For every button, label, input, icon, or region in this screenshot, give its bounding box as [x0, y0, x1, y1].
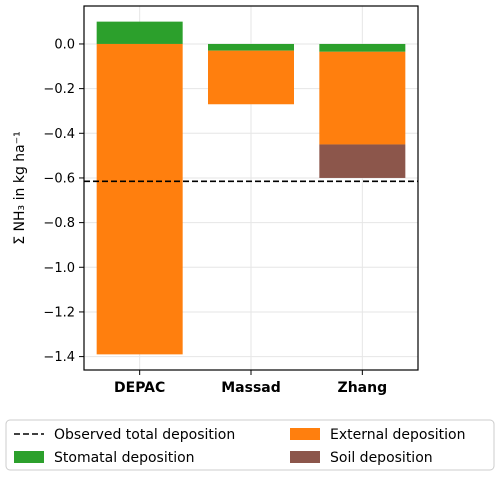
- y-tick-label: −1.2: [43, 305, 75, 320]
- legend-label: Stomatal deposition: [54, 450, 195, 466]
- bar-external-deposition-massad: [208, 50, 294, 105]
- legend: Observed total deposition External deposi…: [5, 419, 495, 471]
- legend-swatch: [14, 451, 44, 463]
- legend-label: Observed total deposition: [54, 427, 235, 443]
- x-tick-label-zhang: Zhang: [338, 380, 388, 396]
- bar-external-deposition-zhang: [319, 51, 406, 145]
- y-tick-label: −1.0: [43, 261, 75, 276]
- legend-swatch: [290, 428, 320, 440]
- legend-swatch: [290, 451, 320, 463]
- y-tick-label: 0.0: [54, 37, 75, 52]
- bar-stomatal-deposition-depac: [96, 21, 183, 44]
- y-axis: 0.0 −0.2 −0.4 −0.6 −0.8 −1.0 −1.2 −1.4: [43, 37, 84, 365]
- bars: [96, 21, 406, 355]
- legend-label: Soil deposition: [330, 450, 433, 466]
- legend-label: External deposition: [330, 427, 466, 443]
- legend-box: [5, 419, 495, 471]
- x-tick-label-massad: Massad: [221, 380, 281, 396]
- y-tick-label: −0.6: [43, 171, 75, 186]
- y-tick-label: −0.4: [43, 127, 75, 142]
- x-tick-label-depac: DEPAC: [114, 380, 165, 396]
- y-tick-label: −0.2: [43, 82, 75, 97]
- bar-stomatal-deposition-massad: [208, 43, 294, 51]
- x-axis: DEPAC Massad Zhang: [114, 370, 387, 396]
- y-tick-label: −0.8: [43, 216, 75, 231]
- y-tick-label: −1.4: [43, 350, 75, 365]
- bar-stomatal-deposition-zhang: [319, 43, 406, 52]
- bar-external-deposition-depac: [96, 43, 183, 355]
- y-axis-label: Σ NH₃ in kg ha⁻¹: [12, 131, 28, 244]
- bar-soil-deposition-zhang: [319, 144, 406, 178]
